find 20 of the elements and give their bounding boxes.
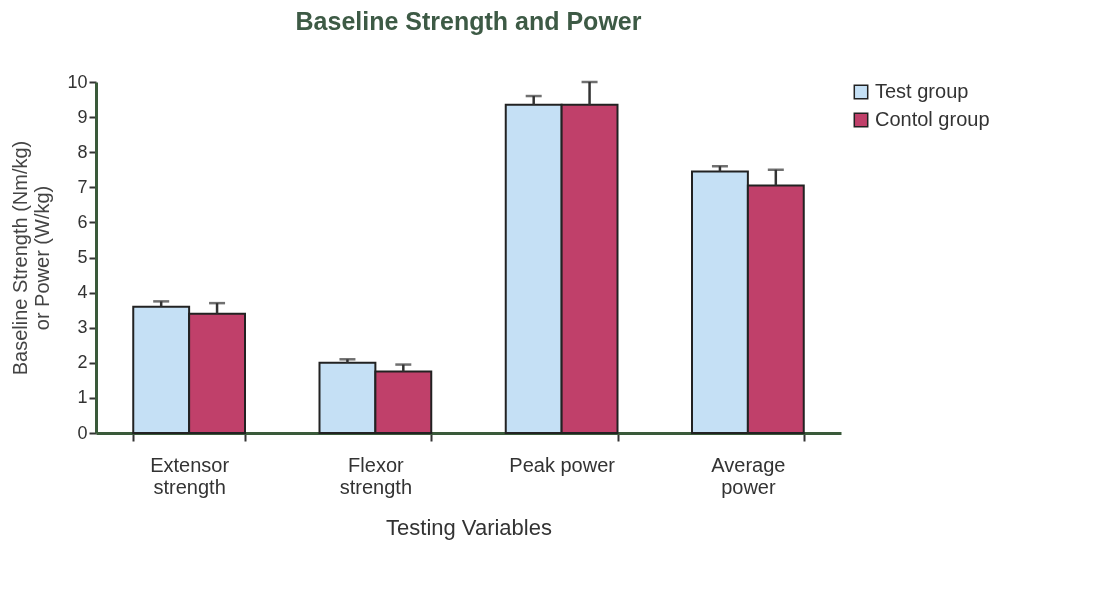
x-axis-title: Testing Variables xyxy=(386,514,552,540)
y-tick-label: 7 xyxy=(77,176,88,197)
y-tick-label: 2 xyxy=(77,352,88,373)
y-tick-label: 9 xyxy=(77,106,88,127)
x-tick-label: Average power xyxy=(711,453,786,498)
y-tick-label: 0 xyxy=(77,422,88,443)
legend-label: Contol group xyxy=(875,108,990,130)
x-tick-label: Extensor strength xyxy=(150,453,230,498)
chart-title: Baseline Strength and Power xyxy=(295,7,642,35)
y-axis-title: Baseline Strength (Nm/kg) or Power (W/kg) xyxy=(9,140,54,376)
x-tick-label: Peak power xyxy=(509,453,616,476)
y-tick-label: 1 xyxy=(77,387,88,408)
y-tick-label: 10 xyxy=(67,71,88,92)
x-tick-label: Flexor strength xyxy=(339,453,413,498)
y-tick-label: 8 xyxy=(77,141,88,162)
legend-label: Test group xyxy=(875,80,969,102)
y-tick-label: 3 xyxy=(77,317,88,338)
y-tick-label: 5 xyxy=(77,247,88,267)
y-tick-label: 4 xyxy=(77,282,88,303)
y-tick-label: 6 xyxy=(77,211,88,232)
